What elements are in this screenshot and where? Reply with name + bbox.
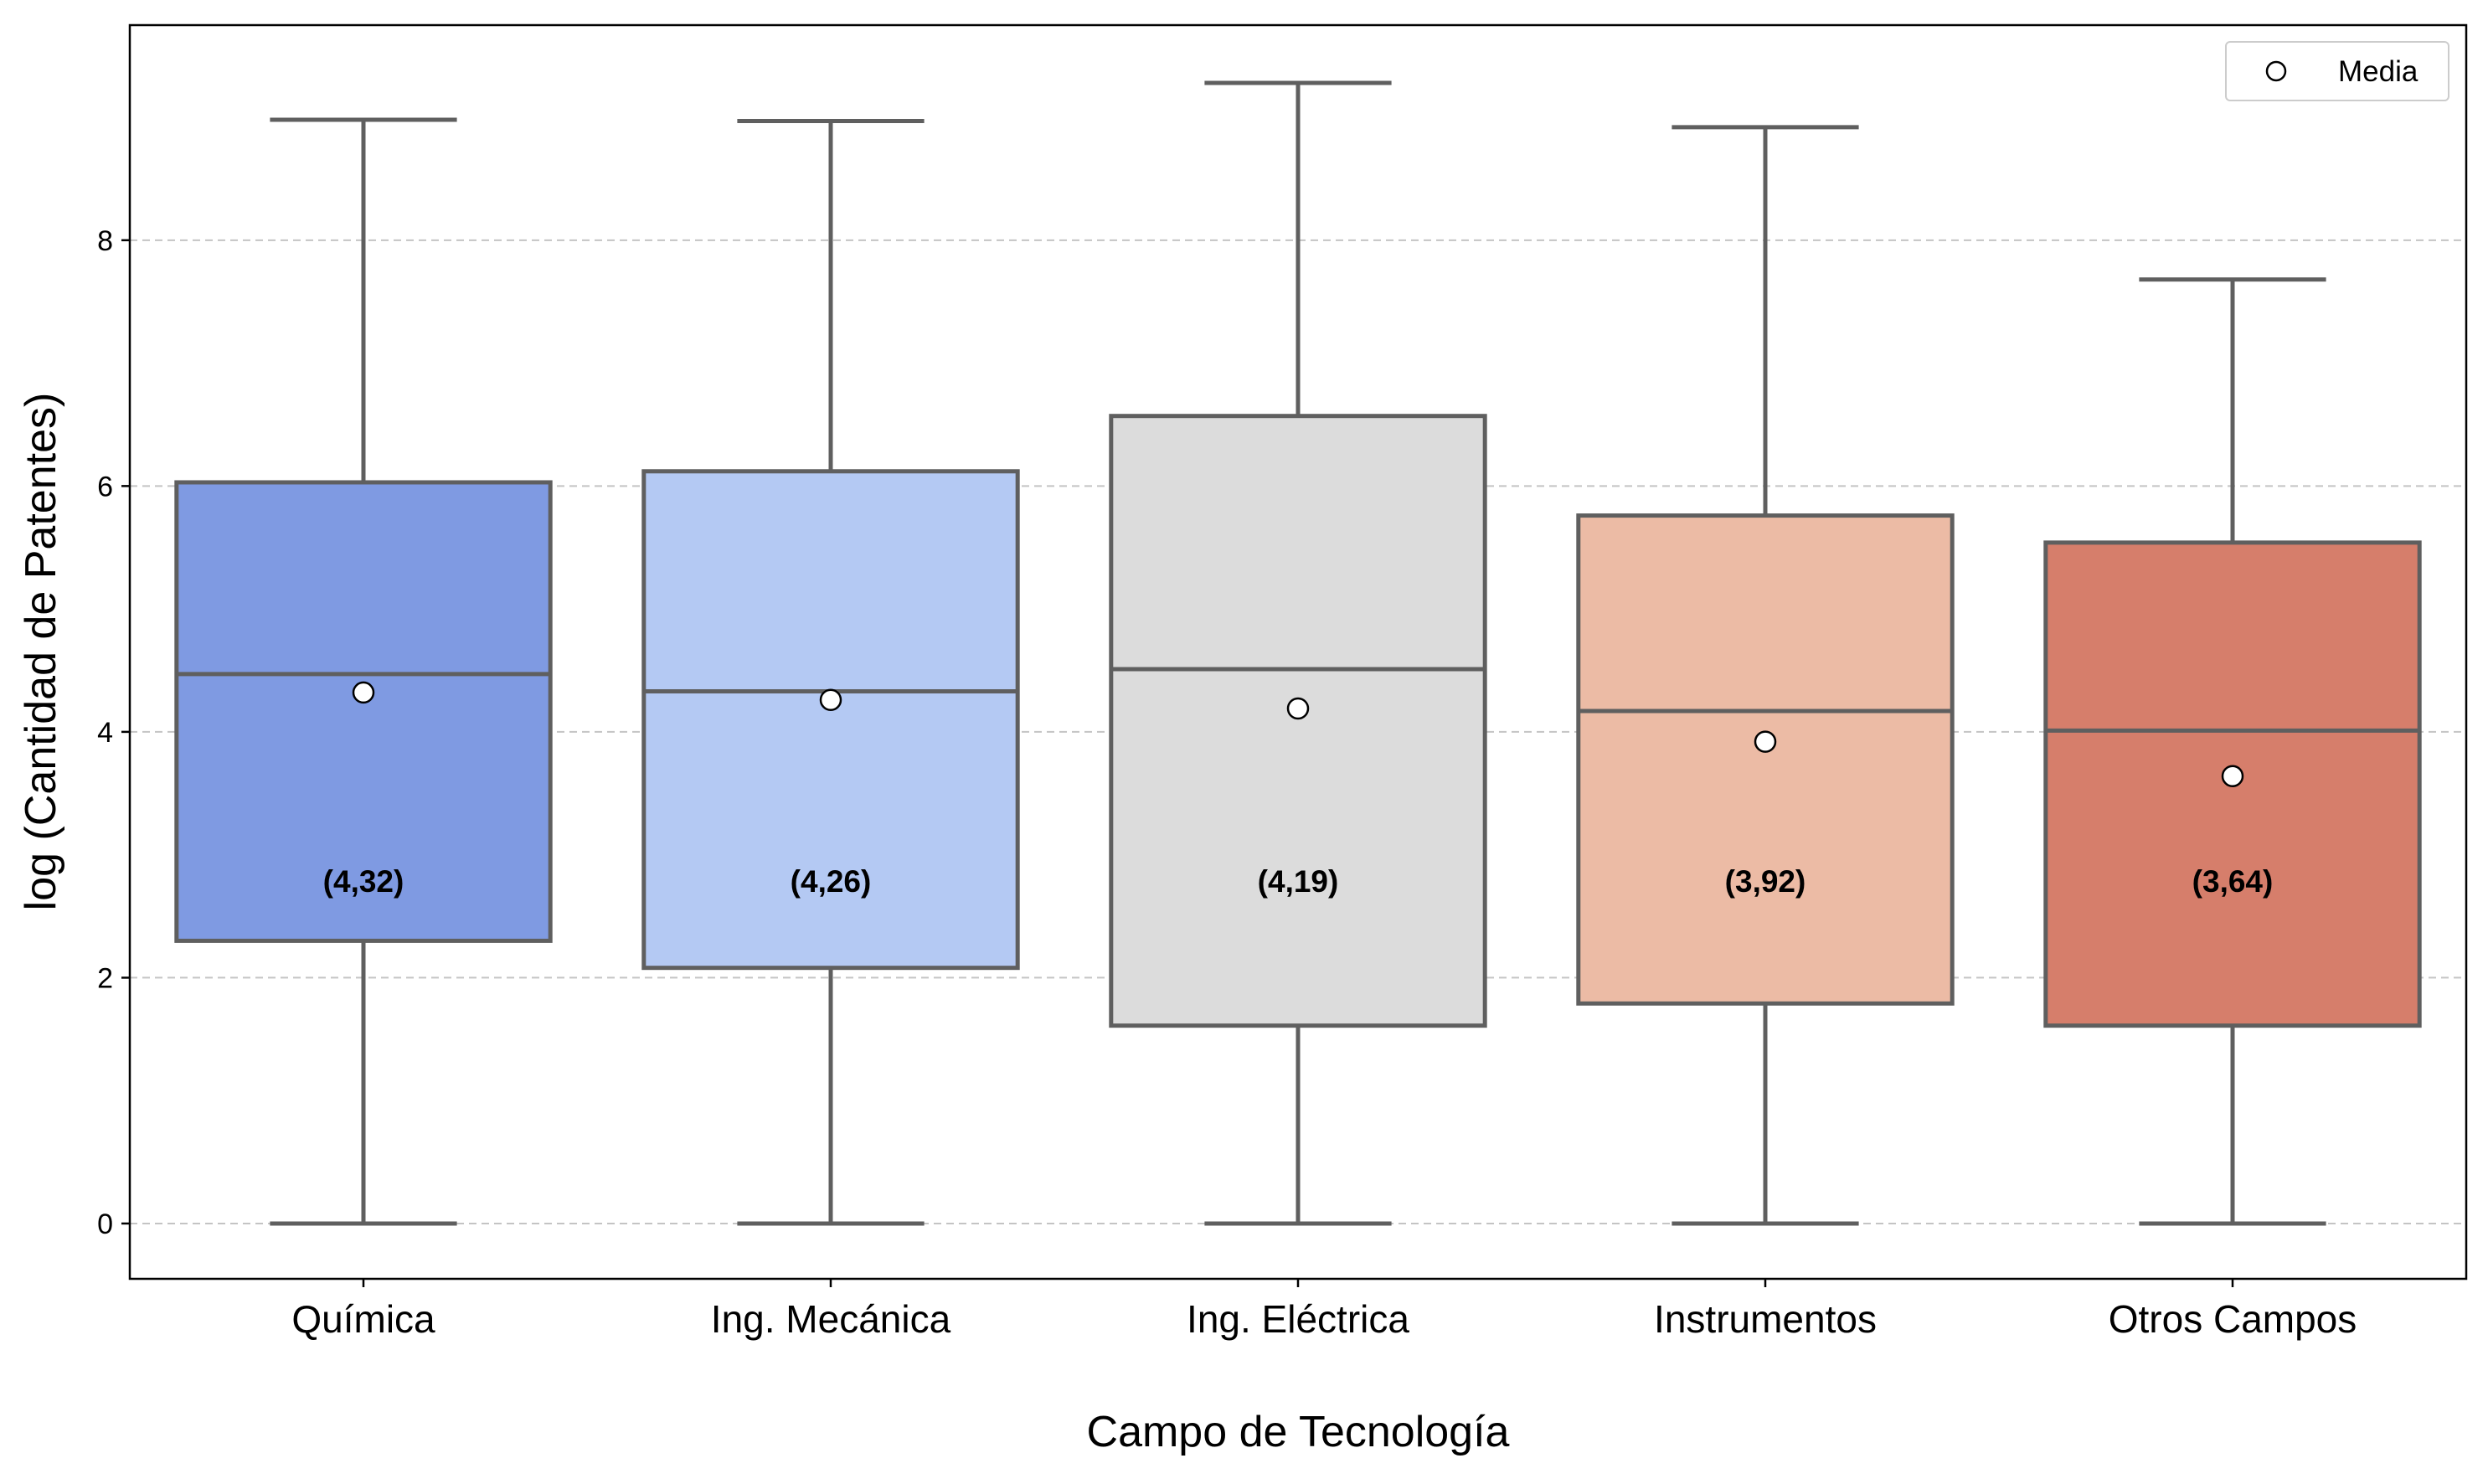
- box-body: [1576, 513, 1955, 1006]
- box-group: (4,32): [174, 117, 553, 1226]
- x-axis-label: Campo de Tecnología: [1087, 1408, 1510, 1456]
- legend: Media: [2225, 41, 2449, 101]
- mean-value-label: (4,19): [1258, 864, 1339, 899]
- box-body: [1109, 414, 1487, 1028]
- mean-value-label: (4,26): [791, 864, 872, 899]
- legend-frame: [2225, 41, 2449, 101]
- mean-marker: [1754, 730, 1777, 753]
- y-tick-label: 4: [97, 717, 113, 749]
- box-group: (4,19): [1109, 80, 1487, 1226]
- x-tick-label: Ing. Mecánica: [711, 1297, 951, 1341]
- x-tick-label: Química: [291, 1297, 435, 1341]
- mean-value-label: (3,64): [2192, 864, 2274, 899]
- x-tick-label: Otros Campos: [2109, 1297, 2357, 1341]
- legend-label-media: Media: [2338, 55, 2418, 88]
- box-group: (3,64): [2043, 277, 2422, 1226]
- y-axis-label: log (Cantidad de Patentes): [17, 393, 65, 911]
- box-body: [174, 480, 553, 943]
- mean-value-label: (4,32): [323, 864, 404, 899]
- box-body: [641, 469, 1020, 971]
- boxes: (4,32) (4,26) (4,19) (3,92) (3,64): [174, 80, 2422, 1226]
- mean-marker: [2221, 765, 2244, 787]
- y-tick-label: 0: [97, 1208, 113, 1240]
- legend-mean-marker: [2265, 60, 2287, 82]
- box-group: (4,26): [641, 118, 1020, 1226]
- y-tick-label: 6: [97, 471, 113, 502]
- y-axis-ticks: 0 2 4 6 8: [97, 225, 130, 1240]
- mean-marker: [819, 688, 842, 711]
- x-tick-label: Instrumentos: [1654, 1297, 1877, 1341]
- y-tick-label: 8: [97, 225, 113, 257]
- x-axis-ticks: Química Ing. Mecánica Ing. Eléctrica Instru…: [291, 1279, 2357, 1341]
- y-tick-label: 2: [97, 962, 113, 994]
- mean-marker: [1286, 697, 1310, 720]
- box-group: (3,92): [1576, 125, 1955, 1226]
- mean-marker: [352, 681, 375, 704]
- x-tick-label: Ing. Eléctrica: [1187, 1297, 1409, 1341]
- mean-value-label: (3,92): [1725, 864, 1806, 899]
